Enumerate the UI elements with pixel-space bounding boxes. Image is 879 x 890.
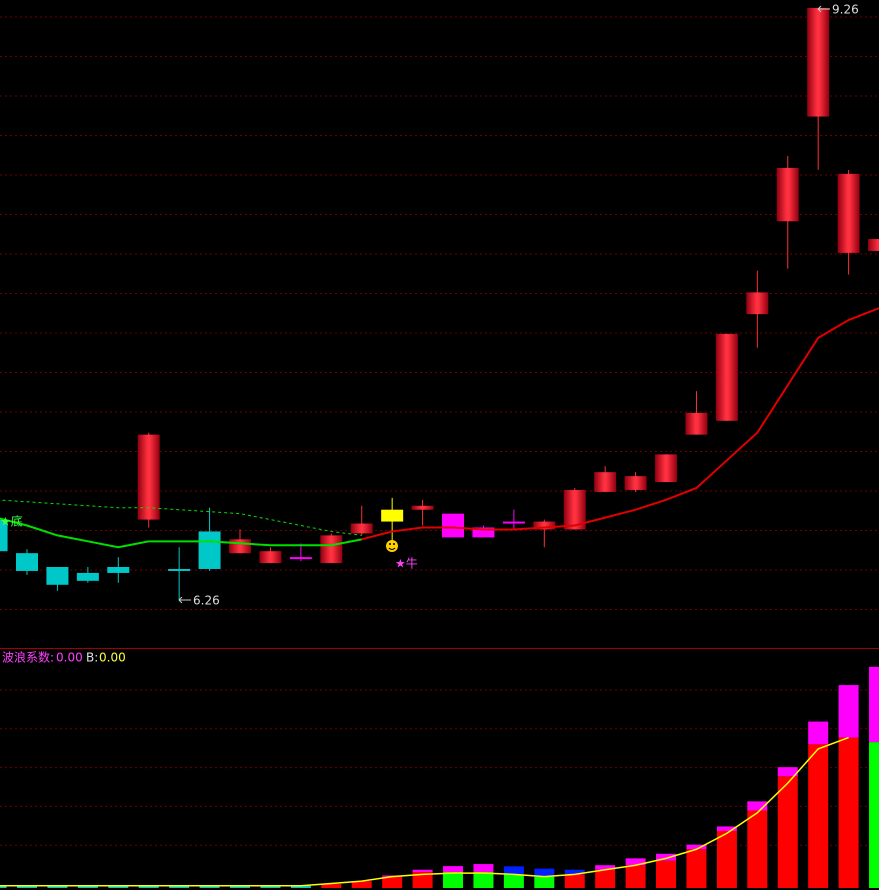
bar: [443, 872, 464, 888]
bottom-marker: ★底: [0, 514, 23, 529]
bar-cap: [747, 801, 768, 811]
bar: [473, 872, 494, 888]
indicator-label: 波浪系数:: [2, 650, 54, 665]
bar: [108, 885, 129, 888]
candle-body: [472, 527, 495, 538]
moving-average: [361, 307, 879, 541]
bar: [595, 869, 616, 888]
bar-cap: [716, 826, 737, 831]
candle-body: [776, 167, 799, 222]
moving-average: [0, 517, 362, 549]
bar: [564, 874, 585, 888]
candle-body: [46, 567, 69, 585]
candle-body: [594, 472, 617, 492]
candle-body: [715, 333, 738, 421]
bar: [716, 831, 737, 888]
grid: [0, 16, 879, 846]
candle-body: [289, 557, 312, 560]
candle-body: [655, 454, 678, 483]
candle-body: [411, 505, 434, 510]
bar: [686, 849, 707, 888]
bar: [808, 744, 829, 888]
bar: [747, 810, 768, 888]
candle-body: [563, 489, 586, 530]
candle-body: [76, 572, 99, 581]
bar: [47, 885, 68, 888]
bar: [199, 885, 220, 888]
bar-cap: [625, 858, 646, 866]
bar: [869, 742, 879, 888]
min-label: 6.26: [193, 594, 220, 608]
candle-body: [442, 513, 465, 538]
bar-cap: [869, 666, 879, 743]
candle-body: [624, 476, 647, 490]
indicator-panel: [0, 666, 879, 888]
bar: [351, 881, 372, 888]
candle-body: [807, 7, 830, 117]
b-label: B:: [86, 651, 98, 665]
bar: [138, 885, 159, 888]
candle-body: [746, 292, 769, 315]
candle-body: [168, 568, 191, 571]
candle-body: [837, 173, 860, 253]
bar: [260, 885, 281, 888]
max-label: 9.26: [832, 3, 859, 17]
candle-body: [259, 551, 282, 564]
bar: [17, 885, 37, 888]
bar: [656, 860, 677, 888]
candle-body: [198, 531, 221, 569]
candle-body: [107, 567, 130, 573]
smiley: [386, 540, 398, 552]
bar: [77, 885, 98, 888]
bar: [503, 874, 524, 888]
bar-cap: [686, 844, 707, 850]
bar: [534, 876, 555, 888]
bar-cap: [503, 866, 524, 875]
candle-body: [0, 519, 8, 552]
bar-cap: [777, 767, 798, 777]
bar-cap: [473, 864, 494, 873]
bar: [169, 885, 190, 888]
bar-cap: [412, 869, 433, 873]
candle-body: [320, 535, 343, 564]
indicator-value: 0.00: [56, 651, 83, 665]
bar: [838, 737, 859, 888]
candle-body: [502, 521, 525, 524]
candle-body: [868, 239, 879, 251]
b-value: 0.00: [99, 651, 126, 665]
candle-body: [685, 412, 708, 435]
bar: [230, 885, 251, 888]
candle-body: [229, 539, 252, 554]
price-panel: [0, 7, 879, 601]
candle-body: [381, 509, 404, 522]
bar-cap: [656, 853, 677, 861]
bar: [321, 883, 342, 888]
candle-body: [350, 523, 373, 534]
bar: [777, 776, 798, 888]
bar-cap: [808, 721, 829, 745]
bar-cap: [443, 866, 464, 873]
arrow: [817, 5, 830, 13]
candle-body: [533, 521, 556, 530]
bar: [290, 885, 311, 888]
indicator-line: [0, 736, 849, 887]
bar-cap: [564, 869, 585, 875]
candle-body: [137, 434, 160, 520]
bar-cap: [534, 868, 555, 877]
candle-body: [16, 553, 38, 571]
bar: [0, 885, 7, 888]
bar: [625, 865, 646, 888]
bar: [412, 872, 433, 888]
arrow: [178, 596, 191, 604]
bar: [382, 876, 403, 888]
bar-cap: [595, 865, 616, 870]
bar-cap: [838, 685, 859, 738]
bull-marker: ★牛: [395, 556, 418, 571]
moving-average: [0, 499, 362, 536]
